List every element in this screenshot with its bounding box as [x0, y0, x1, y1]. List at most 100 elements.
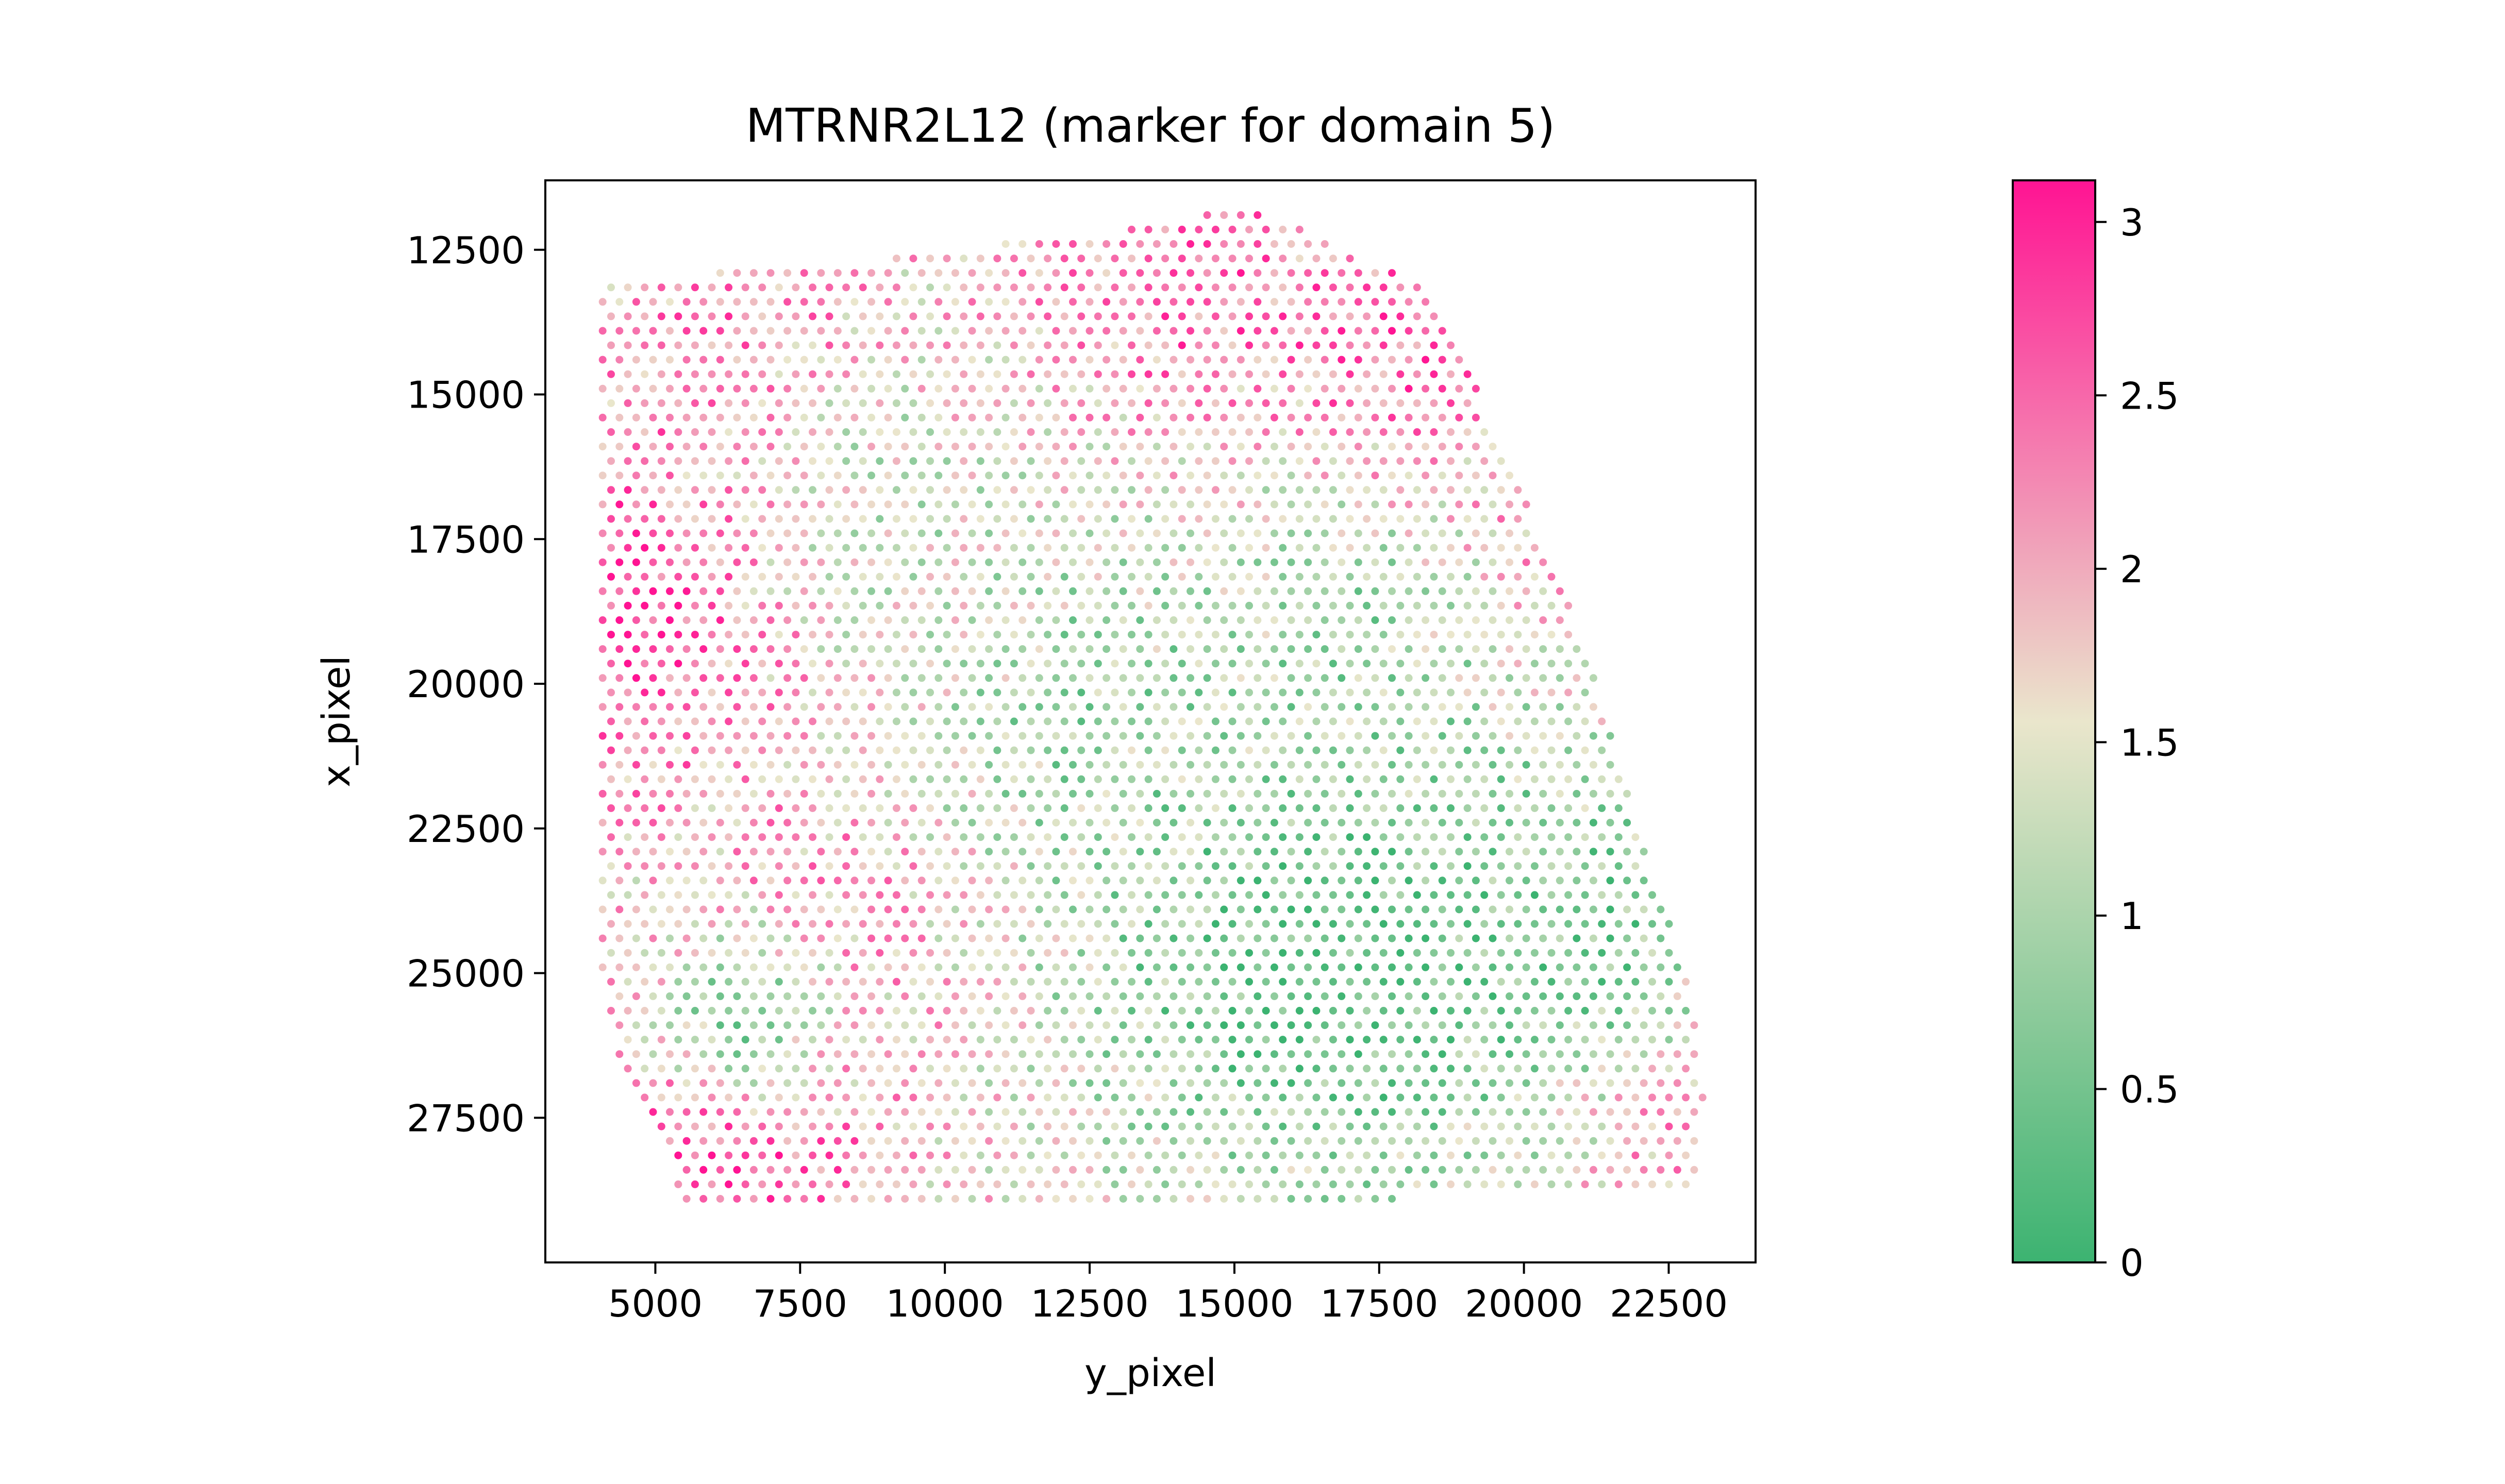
expression-spot	[1598, 746, 1606, 754]
expression-spot	[1044, 486, 1052, 494]
expression-spot	[800, 616, 808, 624]
expression-spot	[1346, 1093, 1354, 1102]
expression-spot	[783, 703, 792, 711]
expression-spot	[1539, 645, 1547, 653]
expression-spot	[1598, 1122, 1606, 1131]
expression-spot	[1304, 298, 1312, 306]
expression-spot	[809, 717, 816, 726]
expression-spot	[842, 631, 850, 639]
expression-spot	[699, 298, 708, 306]
expression-spot	[1455, 443, 1463, 451]
expression-spot	[1463, 1151, 1472, 1159]
expression-spot	[1422, 587, 1430, 595]
expression-spot	[783, 471, 792, 480]
expression-spot	[1514, 660, 1522, 668]
expression-spot	[876, 833, 884, 841]
expression-spot	[1178, 804, 1186, 812]
expression-spot	[1506, 1108, 1513, 1116]
expression-spot	[632, 356, 640, 364]
expression-spot	[1371, 413, 1379, 421]
expression-spot	[1220, 876, 1228, 885]
expression-spot	[1338, 356, 1346, 364]
expression-spot	[1472, 934, 1480, 942]
expression-spot	[993, 949, 1001, 957]
expression-spot	[741, 283, 749, 292]
expression-spot	[951, 1137, 959, 1145]
expression-spot	[708, 631, 716, 639]
expression-spot	[993, 775, 1001, 783]
expression-spot	[1018, 1195, 1027, 1203]
expression-spot	[1010, 312, 1018, 321]
expression-spot	[892, 370, 900, 378]
expression-spot	[1564, 1151, 1573, 1159]
expression-spot	[892, 1093, 900, 1102]
expression-spot	[951, 963, 959, 971]
expression-spot	[1262, 833, 1270, 841]
expression-spot	[1187, 876, 1194, 885]
expression-spot	[1220, 703, 1228, 711]
expression-spot	[1547, 1122, 1556, 1131]
expression-spot	[926, 717, 934, 726]
expression-spot	[1539, 616, 1547, 624]
expression-spot	[758, 1036, 766, 1044]
expression-spot	[615, 732, 624, 740]
expression-spot	[1128, 601, 1135, 610]
expression-spot	[1203, 1050, 1211, 1058]
expression-spot	[934, 819, 943, 827]
expression-spot	[749, 1137, 758, 1145]
expression-spot	[741, 920, 749, 928]
expression-spot	[691, 1007, 699, 1015]
expression-spot	[1128, 1036, 1135, 1044]
expression-spot	[1245, 572, 1253, 581]
expression-spot	[825, 399, 833, 407]
expression-spot	[783, 1137, 792, 1145]
expression-spot	[1405, 963, 1413, 971]
expression-spot	[1530, 717, 1539, 726]
expression-spot	[1001, 934, 1010, 942]
expression-spot	[1287, 356, 1295, 364]
expression-spot	[800, 471, 808, 480]
expression-spot	[1161, 1065, 1170, 1073]
expression-spot	[1363, 572, 1371, 581]
expression-spot	[1321, 529, 1329, 537]
expression-spot	[1211, 312, 1220, 321]
expression-spot	[1279, 660, 1287, 668]
expression-spot	[951, 876, 959, 885]
expression-spot	[800, 1137, 808, 1145]
expression-spot	[1237, 934, 1245, 942]
expression-spot	[1195, 399, 1203, 407]
expression-spot	[1506, 876, 1513, 885]
expression-spot	[1413, 949, 1421, 957]
expression-spot	[1346, 688, 1354, 697]
expression-spot	[1001, 1021, 1010, 1030]
expression-spot	[1262, 428, 1270, 436]
expression-spot	[1489, 616, 1497, 624]
expression-spot	[1338, 1137, 1346, 1145]
expression-spot	[1463, 746, 1472, 754]
expression-spot	[1153, 789, 1161, 798]
expression-spot	[1463, 1122, 1472, 1131]
expression-spot	[917, 413, 926, 421]
expression-spot	[1254, 384, 1262, 393]
expression-spot	[1052, 992, 1060, 1000]
expression-spot	[976, 312, 984, 321]
expression-spot	[1430, 312, 1438, 321]
expression-spot	[1220, 732, 1228, 740]
expression-spot	[934, 500, 943, 509]
expression-spot	[1237, 384, 1245, 393]
expression-spot	[1187, 1166, 1194, 1174]
expression-spot	[926, 283, 934, 292]
expression-spot	[1153, 500, 1161, 509]
expression-spot	[1187, 298, 1194, 306]
expression-spot	[1312, 486, 1321, 494]
expression-spot	[1489, 1021, 1497, 1030]
expression-spot	[1094, 775, 1102, 783]
expression-spot	[1371, 963, 1379, 971]
expression-spot	[783, 616, 792, 624]
expression-spot	[909, 920, 917, 928]
expression-spot	[876, 1065, 884, 1073]
expression-spot	[674, 833, 682, 841]
expression-spot	[749, 1195, 758, 1203]
expression-spot	[1270, 1021, 1278, 1030]
expression-spot	[749, 1079, 758, 1087]
